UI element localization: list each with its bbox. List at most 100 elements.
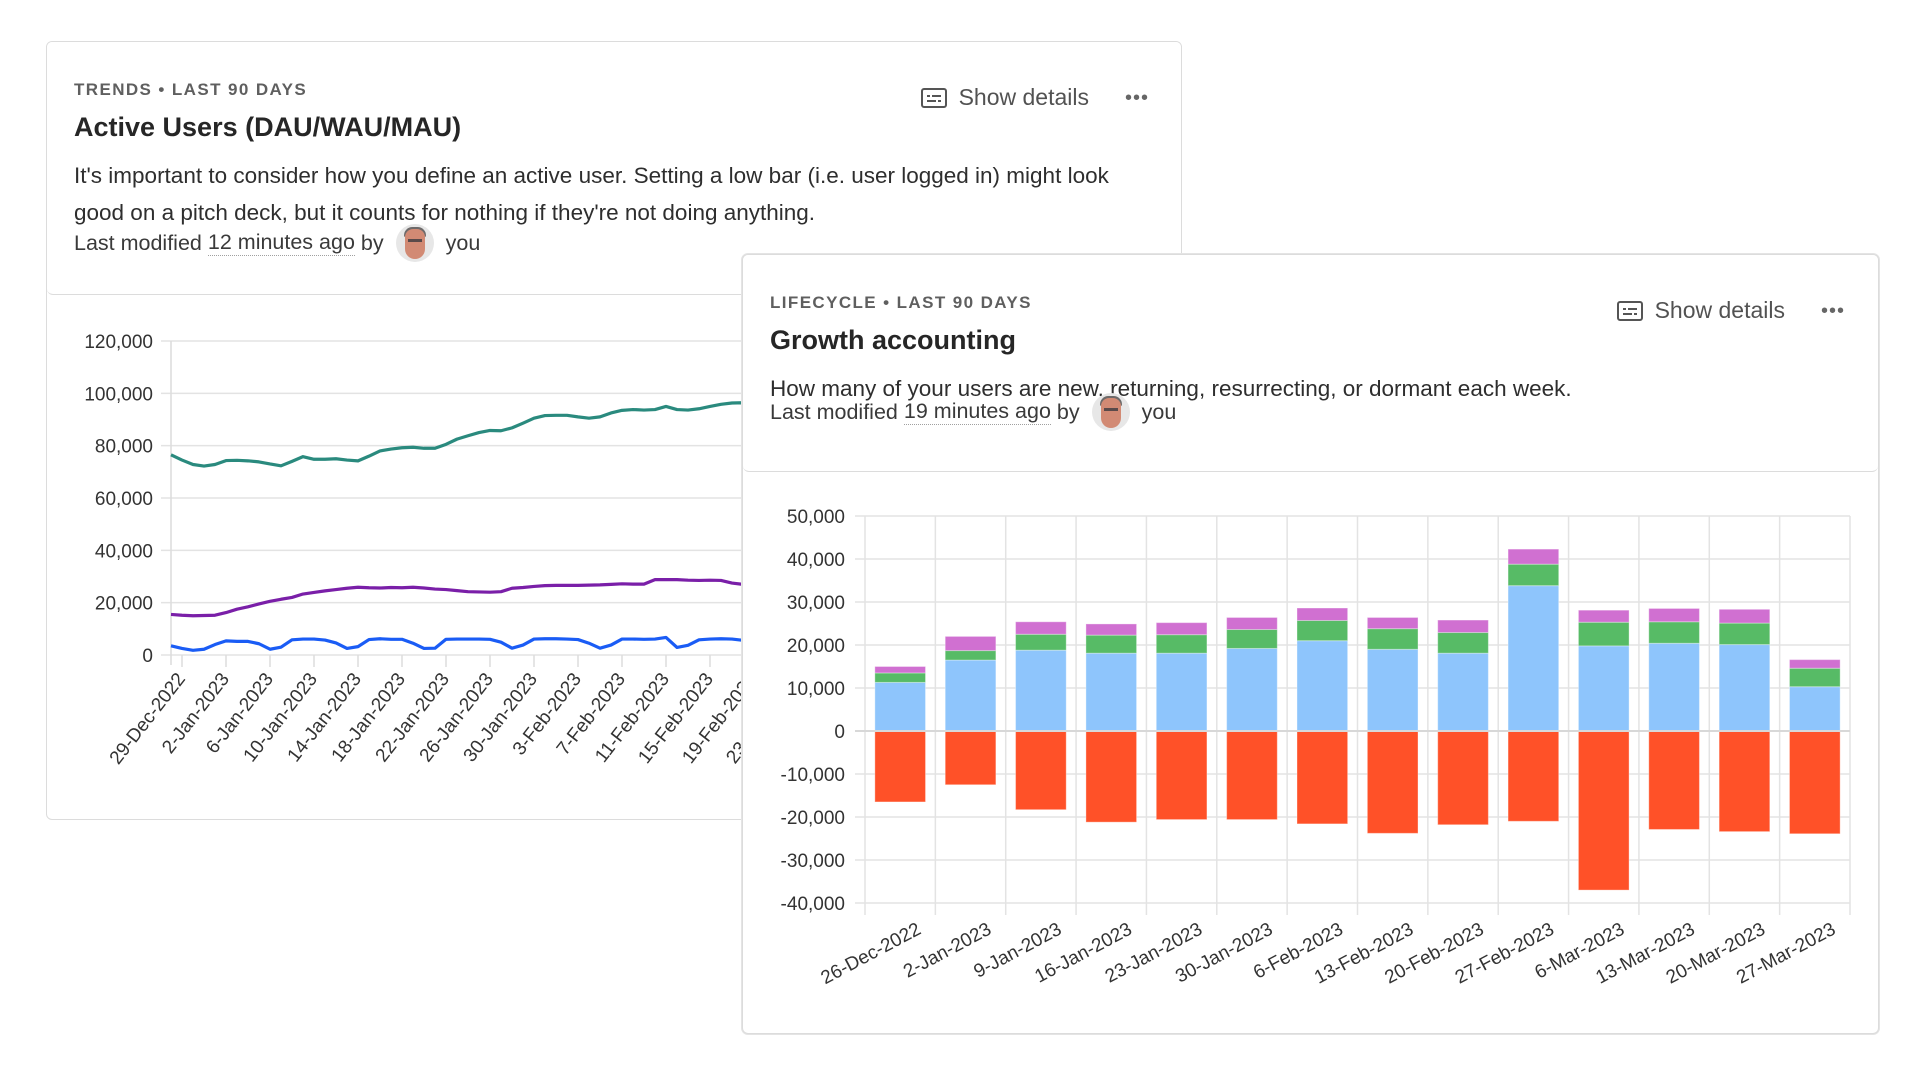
bar-new: [1788, 667, 1841, 688]
series-line-mau: [170, 401, 843, 468]
bar-new: [1577, 621, 1630, 647]
bar-resurrecting: [944, 635, 997, 652]
bar-returning: [1507, 585, 1560, 732]
bar-dormant: [1226, 730, 1278, 821]
growth-accounting-bar-chart: -40,000 -30,000 -20,000 -10,000 0 10,000 20,00…: [781, 507, 1851, 989]
insight-card-growth-accounting: -40,000 -30,000 -20,000 -10,000 0 10,000 20,00…: [742, 254, 1879, 1034]
bar-resurrecting: [1577, 609, 1630, 623]
y-tick-label: 80,000: [95, 437, 153, 458]
bar-dormant: [874, 730, 927, 803]
last-modified-by: by: [1056, 399, 1080, 424]
bar-resurrecting: [1085, 623, 1138, 636]
bar-new: [1296, 619, 1349, 642]
y-tick-label: -20,000: [781, 808, 845, 829]
card-header: LIFECYCLE • LAST 90 DAYS Growth accounti…: [743, 255, 1878, 472]
bar-dormant: [944, 730, 997, 786]
last-modified-label: Last modified: [770, 399, 898, 424]
card-title[interactable]: Active Users (DAU/WAU/MAU): [74, 112, 462, 142]
series-line-dau: [170, 635, 842, 652]
more-options-icon[interactable]: •••: [1124, 86, 1149, 109]
bar-dormant: [1085, 730, 1138, 823]
bar-returning: [1296, 640, 1349, 732]
y-tick-label: -10,000: [781, 765, 845, 786]
y-tick-label: 20,000: [95, 594, 153, 615]
bar-resurrecting: [1648, 607, 1700, 623]
y-tick-label: 60,000: [95, 489, 153, 510]
bar-returning: [1085, 652, 1138, 732]
bar-returning: [1015, 649, 1067, 732]
author-name: you: [1141, 399, 1177, 424]
last-modified: Last modified 12 minutes ago by you: [74, 224, 480, 262]
bar-dormant: [1437, 730, 1489, 826]
avatar: [395, 224, 434, 262]
bar-returning: [1366, 648, 1419, 732]
y-tick-label: -40,000: [781, 894, 845, 915]
bar-returning: [1648, 642, 1700, 732]
bar-dormant: [1296, 730, 1349, 825]
bar-dormant: [1015, 730, 1067, 811]
show-details-button[interactable]: Show details: [1616, 297, 1785, 324]
last-modified-time[interactable]: 12 minutes ago: [207, 230, 355, 256]
bar-new: [1648, 621, 1700, 644]
bar-new: [1718, 622, 1771, 646]
card-eyebrow: LIFECYCLE • LAST 90 DAYS: [770, 293, 1032, 312]
last-modified-label: Last modified: [74, 230, 202, 255]
bar-returning: [1437, 652, 1489, 732]
bar-new: [1507, 563, 1560, 587]
bar-resurrecting: [1366, 616, 1419, 630]
y-tick-label: 40,000: [95, 541, 153, 562]
y-tick-label: 50,000: [787, 507, 845, 528]
card-description: How many of your users are new, returnin…: [770, 376, 1572, 401]
show-details-button[interactable]: Show details: [920, 84, 1089, 111]
y-tick-label: 0: [834, 722, 845, 743]
bar-new: [1366, 628, 1419, 650]
card-actions: Show details •••: [920, 84, 1149, 111]
more-options-icon[interactable]: •••: [1820, 299, 1845, 322]
y-tick-label: 100,000: [84, 384, 153, 405]
bar-returning: [1718, 644, 1771, 732]
show-details-label: Show details: [1654, 297, 1785, 323]
bar-resurrecting: [874, 666, 927, 674]
last-modified: Last modified 19 minutes ago by you: [770, 393, 1176, 431]
last-modified-time[interactable]: 19 minutes ago: [903, 399, 1051, 425]
bar-resurrecting: [1507, 548, 1560, 565]
bar-returning: [1788, 686, 1841, 732]
bar-new: [1155, 634, 1208, 654]
card-description: It's important to consider how you defin…: [74, 163, 1109, 225]
bar-new: [1015, 633, 1067, 651]
y-tick-label: 30,000: [787, 593, 845, 614]
bar-dormant: [1788, 730, 1841, 835]
bar-returning: [874, 681, 927, 732]
y-tick-label: -30,000: [781, 851, 845, 872]
bar-dormant: [1648, 730, 1700, 830]
bar-new: [1226, 629, 1278, 649]
bar-resurrecting: [1788, 659, 1841, 669]
author-name: you: [445, 230, 481, 255]
y-tick-label: 10,000: [787, 679, 845, 700]
bar-dormant: [1155, 730, 1208, 821]
bar-dormant: [1577, 730, 1630, 891]
card-title[interactable]: Growth accounting: [770, 325, 1016, 355]
bar-new: [1085, 634, 1138, 654]
bar-resurrecting: [1718, 608, 1771, 624]
y-tick-label: 20,000: [787, 636, 845, 657]
bar-resurrecting: [1296, 607, 1349, 621]
details-icon: [1616, 300, 1643, 321]
bar-new: [944, 650, 997, 661]
series-line-wau: [170, 578, 842, 618]
bar-resurrecting: [1437, 619, 1489, 634]
bar-new: [874, 672, 927, 683]
bar-returning: [1155, 652, 1208, 732]
bar-resurrecting: [1155, 622, 1208, 636]
y-tick-label: 0: [142, 646, 153, 667]
bar-returning: [944, 659, 997, 732]
y-tick-label: 120,000: [84, 332, 153, 353]
y-tick-label: 40,000: [787, 550, 845, 571]
details-icon: [920, 87, 947, 108]
bar-new: [1437, 632, 1489, 654]
bar-returning: [1226, 647, 1278, 732]
bar-resurrecting: [1015, 621, 1067, 635]
bar-returning: [1577, 645, 1630, 732]
show-details-label: Show details: [958, 84, 1089, 110]
bar-dormant: [1507, 730, 1560, 822]
